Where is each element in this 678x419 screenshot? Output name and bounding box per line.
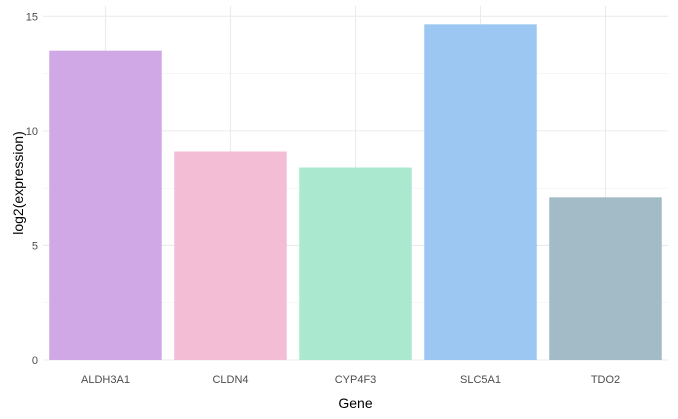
- y-tick-label: 0: [32, 355, 38, 367]
- x-tick-label: ALDH3A1: [81, 374, 130, 386]
- x-tick-label: CLDN4: [212, 374, 248, 386]
- y-tick-label: 5: [32, 240, 38, 252]
- y-tick-label: 15: [26, 11, 38, 23]
- x-tick-labels: ALDH3A1 CLDN4 CYP4F3 SLC5A1 TDO2: [81, 374, 620, 386]
- y-tick-labels: 0 5 10 15: [26, 11, 38, 367]
- y-axis-title: log2(expression): [10, 131, 26, 235]
- bar-cyp4f3: [299, 167, 412, 360]
- bars: [49, 24, 662, 360]
- bar-tdo2: [549, 197, 662, 360]
- bar-cldn4: [174, 151, 287, 360]
- bar-aldh3a1: [49, 50, 162, 360]
- x-tick-label: SLC5A1: [460, 374, 501, 386]
- x-tick-label: TDO2: [591, 374, 620, 386]
- bar-slc5a1: [424, 24, 537, 360]
- x-axis-title: Gene: [338, 395, 372, 411]
- y-tick-label: 10: [26, 126, 38, 138]
- x-tick-label: CYP4F3: [335, 374, 377, 386]
